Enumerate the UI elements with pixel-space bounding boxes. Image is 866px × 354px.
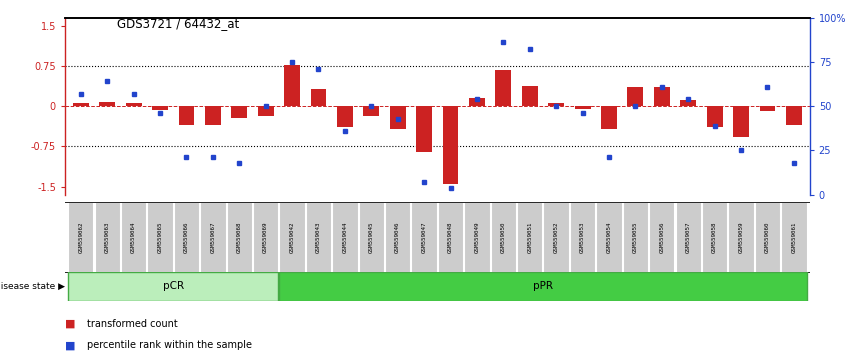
Bar: [253, 202, 278, 273]
Text: GSM559057: GSM559057: [686, 221, 691, 253]
Text: GSM559046: GSM559046: [395, 221, 400, 253]
Bar: [359, 202, 384, 273]
Text: GSM559042: GSM559042: [289, 221, 294, 253]
Text: pCR: pCR: [163, 281, 184, 291]
Bar: [284, 65, 300, 106]
Bar: [73, 103, 88, 106]
Text: GSM559068: GSM559068: [236, 221, 242, 253]
Bar: [781, 202, 806, 273]
Text: GSM559060: GSM559060: [765, 221, 770, 253]
Bar: [464, 202, 489, 273]
Bar: [702, 202, 727, 273]
Bar: [306, 202, 331, 273]
Bar: [650, 202, 675, 273]
Text: GSM559067: GSM559067: [210, 221, 216, 253]
Bar: [728, 202, 753, 273]
Text: GSM559051: GSM559051: [527, 221, 533, 253]
Bar: [390, 106, 405, 129]
Bar: [544, 202, 569, 273]
Bar: [147, 202, 172, 273]
Bar: [258, 106, 274, 116]
Bar: [200, 202, 225, 273]
Text: GSM559065: GSM559065: [158, 221, 163, 253]
Bar: [575, 106, 591, 109]
Bar: [438, 202, 463, 273]
Bar: [280, 272, 806, 301]
Bar: [469, 98, 485, 106]
Bar: [333, 202, 358, 273]
Bar: [707, 106, 722, 126]
Bar: [227, 202, 252, 273]
Text: GSM559053: GSM559053: [580, 221, 585, 253]
Bar: [68, 202, 94, 273]
Text: GSM559045: GSM559045: [369, 221, 374, 253]
Bar: [231, 106, 247, 118]
Bar: [94, 202, 120, 273]
Bar: [597, 202, 622, 273]
Text: GSM559061: GSM559061: [792, 221, 797, 253]
Bar: [681, 100, 696, 106]
Bar: [174, 202, 199, 273]
Bar: [654, 87, 669, 106]
Text: GSM559049: GSM559049: [475, 221, 480, 253]
Bar: [628, 87, 643, 106]
Bar: [517, 202, 542, 273]
Bar: [491, 202, 516, 273]
Text: GSM559048: GSM559048: [448, 221, 453, 253]
Bar: [755, 202, 780, 273]
Text: GSM559063: GSM559063: [105, 221, 110, 253]
Text: GSM559066: GSM559066: [184, 221, 189, 253]
Bar: [205, 106, 221, 125]
Bar: [126, 103, 141, 106]
Text: percentile rank within the sample: percentile rank within the sample: [87, 340, 252, 350]
Bar: [100, 102, 115, 106]
Text: GSM559069: GSM559069: [263, 221, 268, 253]
Bar: [337, 106, 352, 126]
Text: transformed count: transformed count: [87, 319, 178, 329]
Text: GSM559058: GSM559058: [712, 221, 717, 253]
Bar: [675, 202, 701, 273]
Text: GSM559056: GSM559056: [659, 221, 664, 253]
Bar: [570, 202, 595, 273]
Bar: [280, 202, 305, 273]
Text: GSM559062: GSM559062: [78, 221, 83, 253]
Text: GSM559055: GSM559055: [633, 221, 638, 253]
Text: disease state ▶: disease state ▶: [0, 282, 65, 291]
Text: GSM559047: GSM559047: [422, 221, 427, 253]
Bar: [178, 106, 194, 125]
Bar: [548, 103, 564, 106]
Bar: [411, 202, 436, 273]
Bar: [734, 106, 749, 137]
Text: GSM559054: GSM559054: [606, 221, 611, 253]
Bar: [522, 86, 538, 106]
Text: GSM559050: GSM559050: [501, 221, 506, 253]
Bar: [311, 89, 326, 106]
Text: ■: ■: [65, 319, 79, 329]
Text: GSM559059: GSM559059: [739, 221, 744, 253]
Bar: [68, 272, 278, 301]
Text: GSM559052: GSM559052: [553, 221, 559, 253]
Text: ■: ■: [65, 340, 79, 350]
Text: GSM559044: GSM559044: [342, 221, 347, 253]
Text: GSM559064: GSM559064: [131, 221, 136, 253]
Bar: [417, 106, 432, 152]
Bar: [786, 106, 802, 125]
Bar: [443, 106, 458, 184]
Bar: [364, 106, 379, 116]
Bar: [759, 106, 775, 112]
Bar: [152, 106, 168, 110]
Text: pPR: pPR: [533, 281, 553, 291]
Bar: [601, 106, 617, 129]
Text: GSM559043: GSM559043: [316, 221, 321, 253]
Bar: [385, 202, 410, 273]
Text: GDS3721 / 64432_at: GDS3721 / 64432_at: [117, 17, 239, 30]
Bar: [121, 202, 146, 273]
Bar: [623, 202, 648, 273]
Bar: [495, 70, 511, 106]
